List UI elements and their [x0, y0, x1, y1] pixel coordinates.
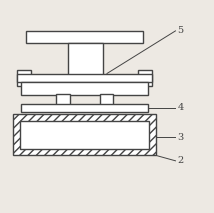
Bar — [138, 70, 152, 86]
Bar — [17, 70, 31, 86]
Bar — [17, 74, 152, 82]
Bar — [68, 43, 103, 76]
Text: 5: 5 — [178, 26, 184, 35]
Bar — [56, 94, 70, 105]
Text: 4: 4 — [178, 103, 184, 112]
Bar — [13, 114, 156, 155]
Bar — [100, 94, 113, 105]
Text: 2: 2 — [178, 156, 184, 165]
Bar — [20, 121, 149, 149]
Bar — [21, 104, 148, 112]
Bar — [21, 82, 148, 95]
Bar — [26, 31, 143, 43]
Text: 3: 3 — [178, 133, 184, 142]
